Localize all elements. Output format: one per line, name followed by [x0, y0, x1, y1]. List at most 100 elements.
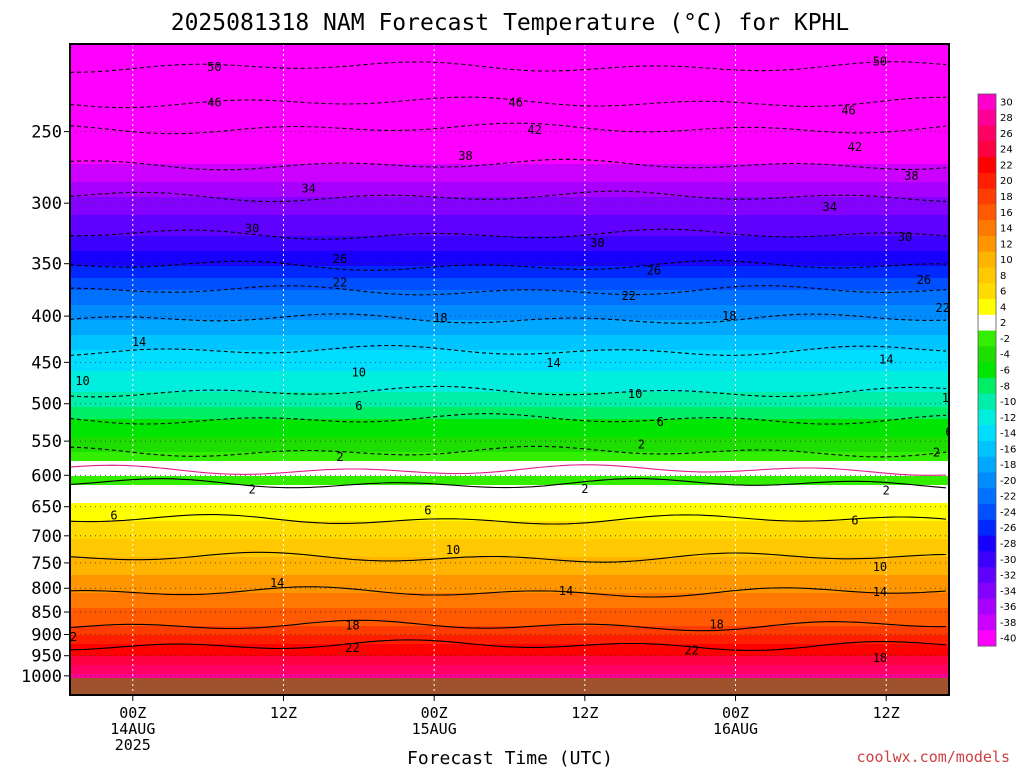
- colorbar-label: -40: [1000, 634, 1016, 645]
- temperature-band: [70, 194, 949, 198]
- contour-label: 2: [581, 482, 588, 496]
- temperature-band: [70, 59, 949, 63]
- temperature-band: [70, 653, 949, 657]
- colorbar-label: -12: [1000, 413, 1016, 424]
- colorbar-label: -22: [1000, 492, 1016, 503]
- temperature-band: [70, 605, 949, 609]
- temperature-band: [70, 215, 949, 219]
- temperature-band: [70, 197, 949, 201]
- contour-label: 22: [935, 301, 949, 315]
- temperature-band: [70, 596, 949, 600]
- temperature-band: [70, 224, 949, 228]
- temperature-band: [70, 434, 949, 438]
- colorbar-label: -34: [1000, 586, 1016, 597]
- temperature-band: [70, 50, 949, 54]
- temperature-band: [70, 497, 949, 501]
- temperature-band: [70, 83, 949, 87]
- temperature-band: [70, 71, 949, 75]
- temperature-band: [70, 659, 949, 663]
- colorbar-label: 4: [1000, 302, 1006, 313]
- temperature-band: [70, 62, 949, 66]
- temperature-band: [70, 638, 949, 642]
- temperature-band: [70, 548, 949, 552]
- temperature-band: [70, 320, 949, 324]
- temperature-band: [70, 506, 949, 510]
- y-tick-label: 500: [31, 395, 62, 415]
- colorbar-swatch: [978, 598, 996, 615]
- temperature-band: [70, 371, 949, 375]
- temperature-band: [70, 443, 949, 447]
- y-tick-label: 350: [31, 255, 62, 275]
- temperature-band: [70, 140, 949, 144]
- temperature-band: [70, 569, 949, 573]
- contour-label: 2: [248, 482, 255, 496]
- contour-label: 22: [345, 641, 359, 655]
- temperature-band: [70, 230, 949, 234]
- colorbar-swatch: [978, 393, 996, 410]
- colorbar-swatch: [978, 109, 996, 127]
- colorbar-frame: [977, 93, 997, 647]
- isotherm-minus10: [70, 385, 947, 398]
- temperature-band: [70, 188, 949, 192]
- temperature-band: [70, 173, 949, 177]
- x-tick-label: 12Z: [270, 704, 297, 722]
- y-tick-label: 1000: [21, 667, 62, 687]
- colorbar-label: 16: [1000, 208, 1013, 219]
- contour-label: 6: [945, 425, 952, 439]
- colorbar-swatch: [978, 157, 996, 174]
- temperature-band: [70, 335, 949, 339]
- isotherm-10: [70, 551, 947, 563]
- x-tick-label: 00Z: [722, 704, 749, 722]
- temperature-band: [70, 107, 949, 111]
- x-tick-label: 16AUG: [713, 720, 758, 738]
- contour-label: 42: [527, 123, 541, 137]
- temperature-band: [70, 464, 949, 468]
- temperature-band: [70, 578, 949, 582]
- temperature-band: [70, 521, 949, 525]
- x-axis-label: Forecast Time (UTC): [407, 748, 613, 768]
- contour-label: 34: [301, 182, 315, 196]
- temperature-band: [70, 368, 949, 372]
- temperature-band: [70, 80, 949, 84]
- colorbar-swatch: [978, 567, 996, 584]
- colorbar-label: 26: [1000, 129, 1013, 140]
- temperature-band: [70, 641, 949, 645]
- temperature-band: [70, 263, 949, 267]
- temperature-band: [70, 296, 949, 300]
- colorbar-label: 28: [1000, 113, 1013, 124]
- temperature-band: [70, 227, 949, 231]
- temperature-band: [70, 116, 949, 120]
- temperature-band: [70, 65, 949, 69]
- y-tick-label: 450: [31, 353, 62, 373]
- chart-title: 2025081318 NAM Forecast Temperature (°C)…: [171, 10, 850, 36]
- temperature-band: [70, 539, 949, 543]
- temperature-band: [70, 272, 949, 276]
- contour-label: 18: [722, 309, 736, 323]
- temperature-band: [70, 68, 949, 72]
- colorbar-swatch: [978, 519, 996, 537]
- temperature-band: [70, 584, 949, 588]
- colorbar-swatch: [978, 456, 996, 474]
- temperature-band: [70, 536, 949, 540]
- temperature-band: [70, 380, 949, 384]
- y-tick-label: 550: [31, 432, 62, 452]
- y-tick-label: 950: [31, 647, 62, 667]
- temperature-band: [70, 440, 949, 444]
- colorbar-label: 12: [1000, 239, 1013, 250]
- temperature-band: [70, 203, 949, 207]
- isotherm-minus22: [70, 285, 947, 296]
- temperature-band: [70, 374, 949, 378]
- temperature-band: [70, 47, 949, 51]
- temperature-band: [70, 287, 949, 291]
- colorbar-swatch: [978, 362, 996, 379]
- temperature-band: [70, 269, 949, 273]
- colorbar-swatch: [978, 377, 996, 395]
- temperature-band: [70, 419, 949, 423]
- contour-label: 18: [709, 617, 723, 631]
- colorbar-label: -2: [1000, 334, 1010, 345]
- colorbar-swatch: [978, 251, 996, 268]
- temperature-band: [70, 182, 949, 186]
- temperature-band: [70, 413, 949, 417]
- temperature-band: [70, 611, 949, 615]
- colorbar-label: -20: [1000, 476, 1016, 487]
